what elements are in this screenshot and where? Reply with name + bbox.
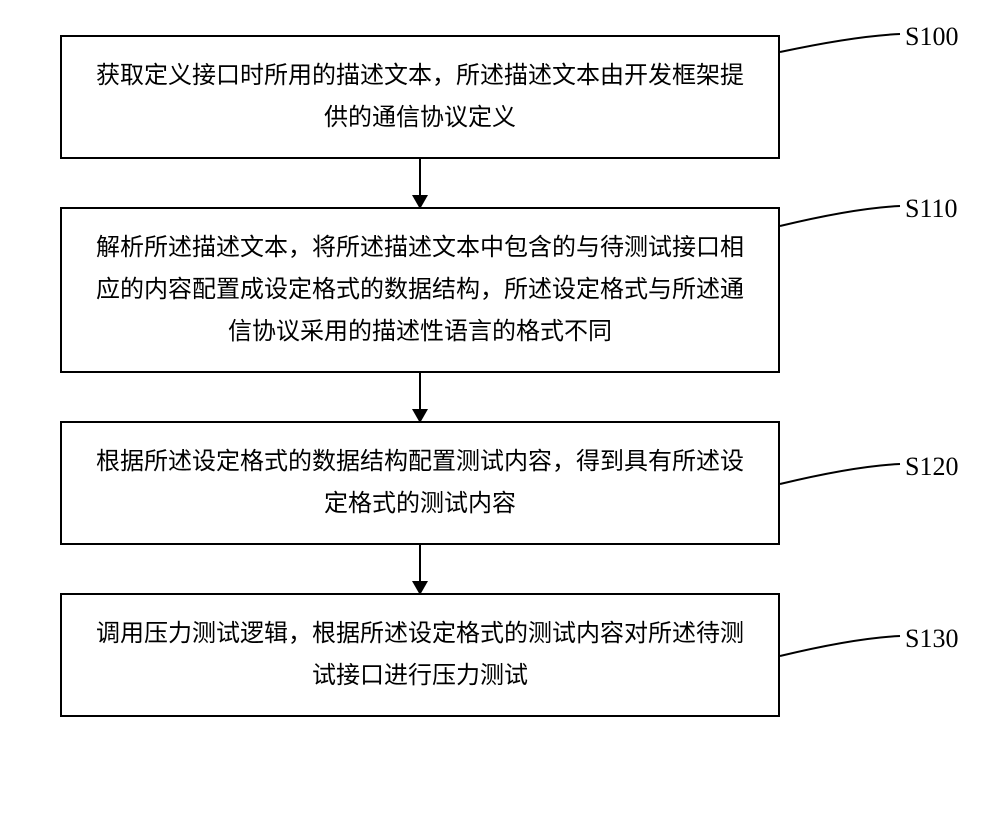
arrow-s110-s120: [419, 373, 421, 421]
label-s120: S120: [905, 452, 958, 482]
step-s100: 获取定义接口时所用的描述文本，所述描述文本由开发框架提供的通信协议定义: [60, 35, 780, 159]
arrow-s120-s130: [419, 545, 421, 593]
step-s100-text: 获取定义接口时所用的描述文本，所述描述文本由开发框架提供的通信协议定义: [96, 63, 744, 131]
label-s110: S110: [905, 194, 958, 224]
arrow-s100-s110: [419, 159, 421, 207]
label-s100: S100: [905, 22, 958, 52]
flowchart-container: 获取定义接口时所用的描述文本，所述描述文本由开发框架提供的通信协议定义 解析所述…: [60, 35, 780, 717]
step-s130-text: 调用压力测试逻辑，根据所述设定格式的测试内容对所述待测试接口进行压力测试: [96, 621, 744, 689]
step-s110: 解析所述描述文本，将所述描述文本中包含的与待测试接口相应的内容配置成设定格式的数…: [60, 207, 780, 373]
step-s120: 根据所述设定格式的数据结构配置测试内容，得到具有所述设定格式的测试内容: [60, 421, 780, 545]
step-s110-text: 解析所述描述文本，将所述描述文本中包含的与待测试接口相应的内容配置成设定格式的数…: [96, 235, 744, 345]
step-s130: 调用压力测试逻辑，根据所述设定格式的测试内容对所述待测试接口进行压力测试: [60, 593, 780, 717]
step-s120-text: 根据所述设定格式的数据结构配置测试内容，得到具有所述设定格式的测试内容: [96, 449, 744, 517]
label-s130: S130: [905, 624, 958, 654]
